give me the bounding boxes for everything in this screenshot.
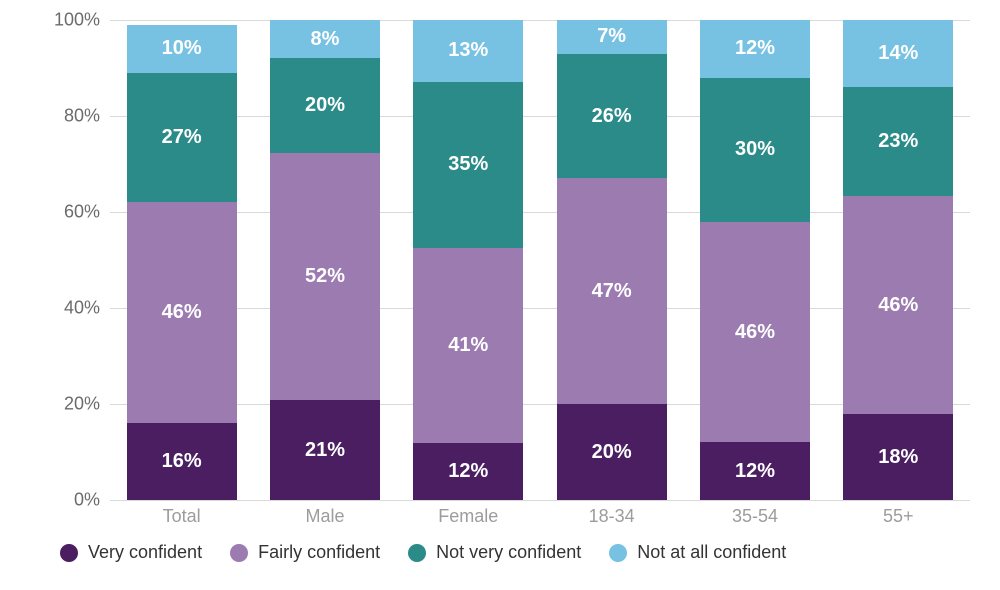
x-axis-label: Male (256, 506, 394, 527)
bar-segment-notvery: 27% (127, 73, 237, 203)
bar-segment-fairly: 41% (413, 248, 523, 443)
y-tick-label: 40% (40, 298, 100, 319)
bar-segment-fairly: 46% (700, 222, 810, 443)
bar-segment-fairly: 46% (127, 202, 237, 423)
x-axis-label: 55+ (829, 506, 967, 527)
y-tick-label: 20% (40, 394, 100, 415)
bar-segment-fairly: 47% (557, 178, 667, 404)
x-axis-label: 35-54 (686, 506, 824, 527)
bar-column: 10%27%46%16% (127, 20, 237, 500)
legend: Very confident Fairly confident Not very c… (60, 542, 786, 563)
x-axis-label: 18-34 (543, 506, 681, 527)
bar-segment-notatall: 13% (413, 20, 523, 82)
bar-segment-very: 21% (270, 400, 380, 500)
x-axis-labels: TotalMaleFemale 18-3435-5455+ (110, 506, 970, 527)
legend-swatch-icon (230, 544, 248, 562)
bar-segment-notvery: 30% (700, 78, 810, 222)
bar-segment-notatall: 12% (700, 20, 810, 78)
bar-column: 14%23%46%18% (843, 20, 953, 500)
bar-segment-notvery: 23% (843, 87, 953, 196)
bar-segment-very: 12% (700, 442, 810, 500)
bar-segment-notatall: 8% (270, 20, 380, 58)
bar-segment-fairly: 46% (843, 196, 953, 415)
legend-label: Not at all confident (637, 542, 786, 563)
bar-segment-fairly: 52% (270, 153, 380, 400)
bar-column: 8%20%52%21% (270, 20, 380, 500)
y-tick-label: 60% (40, 202, 100, 223)
bar-segment-notatall: 10% (127, 25, 237, 73)
x-axis-label: Female (399, 506, 537, 527)
y-tick-label: 80% (40, 106, 100, 127)
legend-item-notatall: Not at all confident (609, 542, 786, 563)
bar-segment-very: 12% (413, 443, 523, 500)
bar-segment-notvery: 26% (557, 54, 667, 179)
x-axis-label: Total (113, 506, 251, 527)
legend-swatch-icon (408, 544, 426, 562)
legend-label: Not very confident (436, 542, 581, 563)
bar-segment-notvery: 35% (413, 82, 523, 248)
legend-item-very: Very confident (60, 542, 202, 563)
legend-item-fairly: Fairly confident (230, 542, 380, 563)
legend-swatch-icon (609, 544, 627, 562)
legend-swatch-icon (60, 544, 78, 562)
bar-segment-very: 18% (843, 414, 953, 500)
bar-column: 13%35%41%12% (413, 20, 523, 500)
bar-segment-very: 20% (557, 404, 667, 500)
y-tick-label: 0% (40, 490, 100, 511)
bars-container: 10%27%46%16%8%20%52%21%13%35%41%12%7%26%… (110, 20, 970, 500)
bar-segment-very: 16% (127, 423, 237, 500)
gridline (110, 500, 970, 501)
plot-area: 10%27%46%16%8%20%52%21%13%35%41%12%7%26%… (110, 20, 970, 500)
confidence-stacked-bar-chart: 100% 80% 60% 40% 20% 0% 10%27%46%16%8%20… (30, 20, 970, 570)
bar-column: 12%30%46%12% (700, 20, 810, 500)
bar-column: 7%26%47%20% (557, 20, 667, 500)
legend-item-notvery: Not very confident (408, 542, 581, 563)
bar-segment-notvery: 20% (270, 58, 380, 153)
legend-label: Very confident (88, 542, 202, 563)
bar-segment-notatall: 14% (843, 20, 953, 87)
legend-label: Fairly confident (258, 542, 380, 563)
bar-segment-notatall: 7% (557, 20, 667, 54)
y-tick-label: 100% (40, 10, 100, 31)
